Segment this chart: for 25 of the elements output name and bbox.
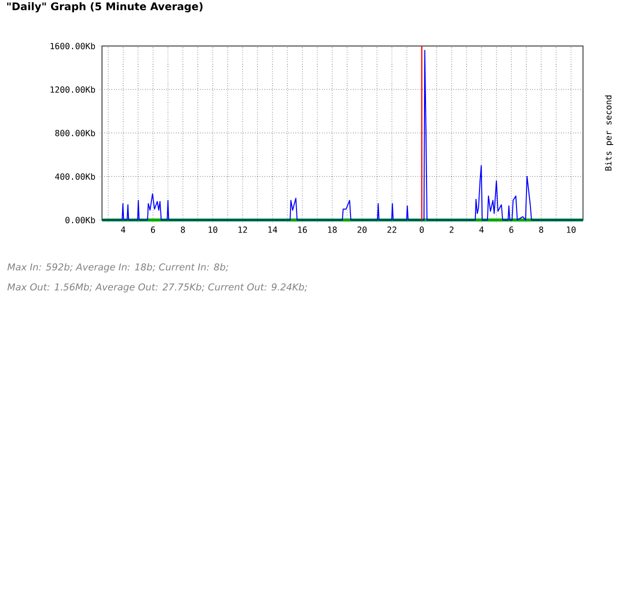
x-tick-label: 16 <box>298 226 307 233</box>
x-tick-label: 0 <box>420 226 424 233</box>
y-tick-label: 1600.00Kb <box>50 42 95 50</box>
x-tick-label: 12 <box>238 226 247 233</box>
chart-title: "Daily" Graph (5 Minute Average) <box>7 2 203 12</box>
y-tick-label: 400.00Kb <box>55 173 95 180</box>
x-tick-label: 10 <box>566 226 576 233</box>
y-tick-label: 0.00Kb <box>65 216 95 224</box>
x-tick-label: 2 <box>450 226 454 233</box>
x-tick-label: 8 <box>539 226 544 233</box>
x-tick-label: 20 <box>358 226 367 233</box>
x-tick-label: 22 <box>387 226 396 233</box>
x-tick-label: 10 <box>208 226 218 233</box>
y-tick-label: 1200.00Kb <box>50 86 95 93</box>
x-tick-label: 6 <box>151 226 156 233</box>
x-tick-label: 4 <box>479 226 484 233</box>
x-tick-label: 14 <box>268 226 278 233</box>
x-tick-label: 8 <box>180 226 185 233</box>
text: Max In: 592b; Average In: 18b; Current In: 8b; <box>7 263 228 272</box>
x-tick-label: 4 <box>121 226 126 233</box>
y-tick-label: 800.00Kb <box>55 130 95 136</box>
x-tick-label: 6 <box>509 226 514 233</box>
x-tick-label: 18 <box>328 226 337 233</box>
y-axis-title: Bits per second <box>604 96 614 171</box>
text: Max Out: 1.56Mb; Average Out: 27.75Kb; Current Out: 9.24Kb; <box>7 283 307 292</box>
